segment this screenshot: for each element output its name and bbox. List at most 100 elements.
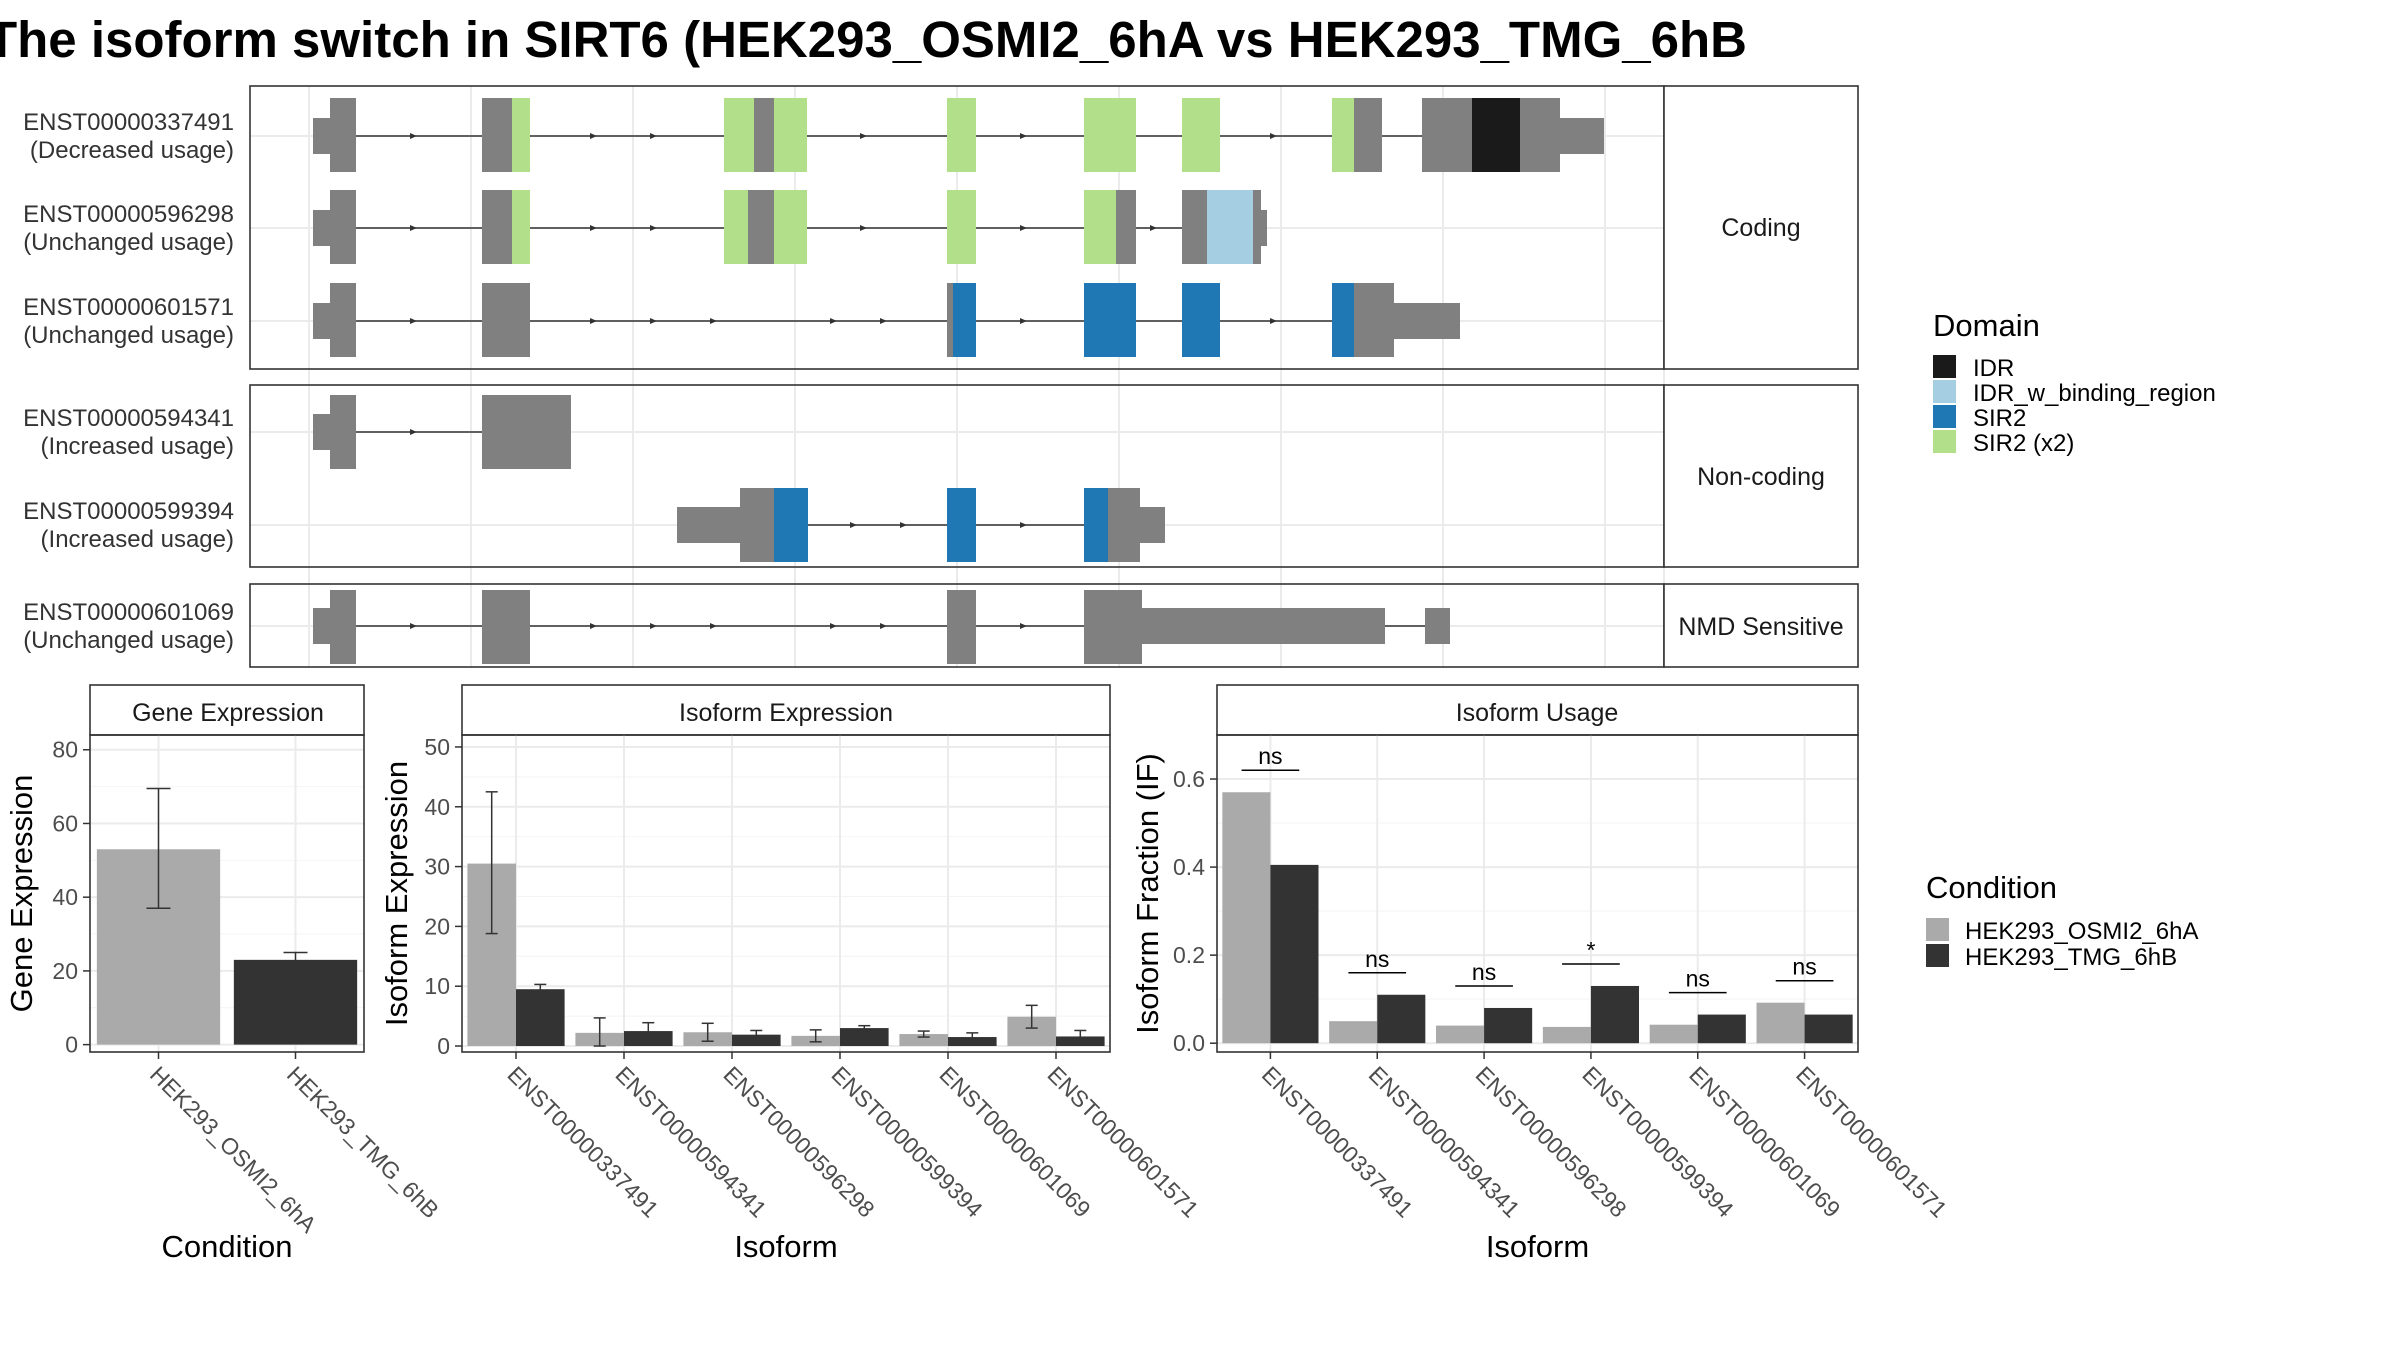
bar (1377, 994, 1426, 1044)
figure-title: The isoform switch in SIRT6 (HEK293_OSMI… (0, 11, 1747, 68)
significance-label: ns (1258, 743, 1282, 769)
structure-grid (250, 86, 1665, 667)
transcript-structure-panel: Coding Non-coding NMD Sensitive ENST0000… (23, 85, 1859, 668)
domain-legend-title: Domain (1933, 308, 2040, 343)
y-axis-title: Gene Expression (4, 775, 39, 1013)
isoform-label: ENST00000596298 (23, 201, 234, 228)
usage-label: (Unchanged usage) (23, 322, 234, 349)
bar (1329, 1021, 1378, 1044)
legend-key-idr (1933, 355, 1956, 378)
y-tick-label: 60 (52, 810, 78, 836)
legend-label: IDR_w_binding_region (1973, 380, 2216, 407)
chart-frame (1216, 734, 1859, 1053)
usage-label: (Increased usage) (41, 526, 234, 553)
condition-legend-title: Condition (1926, 870, 2057, 905)
isoform-expression-chart: Isoform Expression01020304050ENST0000033… (379, 684, 1204, 1264)
chart-strip (1216, 684, 1859, 736)
chart-title: Isoform Usage (1456, 699, 1619, 727)
transcript-track-ENST00000594341 (313, 395, 571, 469)
bar (624, 1031, 673, 1047)
y-tick-label: 40 (424, 794, 450, 820)
intron-direction-arrows (410, 133, 1277, 629)
noncoding-strip-label: Non-coding (1697, 463, 1825, 491)
bar (1222, 792, 1271, 1044)
significance-label: ns (1472, 959, 1496, 985)
chart-strip (89, 684, 365, 736)
significance-label: ns (1365, 946, 1389, 972)
x-tick-label: HEK293_TMG_6hB (282, 1061, 444, 1223)
chart-frame (89, 734, 365, 1053)
condition-legend: Condition HEK293_OSMI2_6hA HEK293_TMG_6h… (1926, 870, 2198, 971)
bar (948, 1037, 997, 1047)
bar (233, 959, 358, 1045)
usage-label: (Increased usage) (41, 433, 234, 460)
bar (1436, 1025, 1485, 1044)
transcript-track-ENST00000601571 (313, 283, 1460, 357)
legend-key-sir2 (1933, 405, 1956, 428)
bar (1804, 1014, 1853, 1044)
isoform-label: ENST00000601069 (23, 599, 234, 626)
y-tick-label: 10 (424, 973, 450, 999)
significance-label: * (1586, 937, 1595, 963)
y-tick-label: 50 (424, 734, 450, 760)
bar (1542, 1026, 1591, 1044)
transcript-track-ENST00000337491 (313, 98, 1604, 172)
significance-label: ns (1792, 954, 1816, 980)
y-axis-title: Isoform Fraction (IF) (1130, 753, 1165, 1034)
legend-key-cond-b (1926, 944, 1949, 967)
x-axis-title: Condition (162, 1229, 293, 1264)
isoform-label: ENST00000594341 (23, 405, 234, 432)
isoform-label: ENST00000337491 (23, 109, 234, 136)
legend-label: HEK293_TMG_6hB (1965, 944, 2177, 971)
bar (1270, 864, 1319, 1044)
bar (1649, 1024, 1698, 1044)
y-tick-label: 80 (52, 737, 78, 763)
domain-legend: Domain IDR IDR_w_binding_region SIR2 SIR… (1933, 308, 2216, 457)
y-tick-label: 20 (424, 913, 450, 939)
legend-label: SIR2 (1973, 405, 2026, 432)
bar (899, 1034, 948, 1047)
y-tick-label: 0 (437, 1033, 450, 1059)
bar (1484, 1007, 1533, 1044)
transcript-track-ENST00000599394 (677, 488, 1165, 562)
y-tick-label: 30 (424, 854, 450, 880)
bar (1756, 1002, 1805, 1044)
usage-label: (Unchanged usage) (23, 627, 234, 654)
y-tick-label: 40 (52, 884, 78, 910)
nmd-strip (1663, 583, 1859, 668)
isoform-label: ENST00000599394 (23, 498, 234, 525)
bar (840, 1028, 889, 1047)
y-axis-title: Isoform Expression (379, 761, 414, 1026)
legend-key-idr-binding (1933, 380, 1956, 403)
noncoding-strip (1663, 384, 1859, 568)
chart-title: Gene Expression (132, 699, 324, 727)
usage-label: (Unchanged usage) (23, 229, 234, 256)
chart-frame (461, 734, 1111, 1053)
bar (732, 1034, 781, 1047)
bar (516, 989, 565, 1047)
chart-title: Isoform Expression (679, 699, 893, 727)
coding-strip (1663, 85, 1859, 370)
significance-label: ns (1686, 966, 1710, 992)
y-tick-label: 0.4 (1173, 854, 1205, 880)
coding-strip-label: Coding (1721, 214, 1800, 242)
x-axis-title: Isoform (1486, 1229, 1589, 1264)
y-tick-label: 0.6 (1173, 766, 1205, 792)
y-tick-label: 0.0 (1173, 1030, 1205, 1056)
legend-key-cond-a (1926, 918, 1949, 941)
bar (1697, 1014, 1746, 1044)
nmd-strip-label: NMD Sensitive (1678, 613, 1843, 641)
x-axis-title: Isoform (734, 1229, 837, 1264)
transcript-track-ENST00000601069 (313, 590, 1450, 664)
bar (1590, 985, 1639, 1044)
legend-label: IDR (1973, 355, 2014, 382)
legend-label: SIR2 (x2) (1973, 430, 2074, 457)
y-tick-label: 0.2 (1173, 942, 1205, 968)
transcript-track-ENST00000596298 (313, 190, 1267, 264)
isoform-label: ENST00000601571 (23, 294, 234, 321)
y-tick-label: 0 (65, 1032, 78, 1058)
legend-label: HEK293_OSMI2_6hA (1965, 918, 2198, 945)
y-tick-label: 20 (52, 958, 78, 984)
